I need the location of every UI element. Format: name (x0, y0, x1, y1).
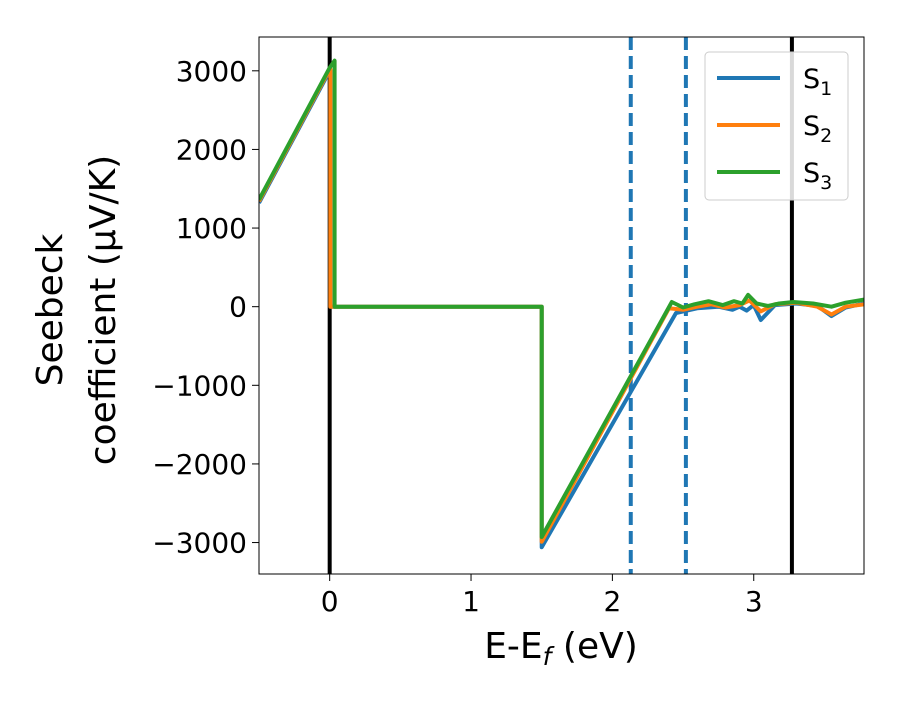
x-tick-label: 0 (321, 585, 339, 618)
legend: S1 S2 S3 (704, 51, 849, 201)
legend-label-3: S3 (803, 158, 832, 194)
y-axis-label: Seebeck coefficient (μV/K) (30, 155, 124, 465)
y-tick-label: 3000 (176, 55, 247, 88)
y-tick-label: 1000 (176, 212, 247, 245)
legend-label-1: S1 (803, 64, 832, 100)
y-axis-ticks: −3000 −2000 −1000 0 1000 2000 3000 (152, 55, 259, 560)
plot-frame (258, 36, 865, 575)
series-group (259, 58, 864, 550)
y-tick-label: −3000 (152, 527, 247, 560)
y-tick-label: 0 (229, 291, 247, 324)
y-tick-label: −1000 (152, 369, 247, 402)
y-tick-label: 2000 (176, 133, 247, 166)
x-tick-label: 1 (462, 585, 480, 618)
x-axis-label: E-Ef (eV) (484, 626, 638, 671)
series-line-3 (259, 58, 864, 539)
y-tick-label: −2000 (152, 448, 247, 481)
legend-label-2: S2 (803, 111, 832, 147)
y-axis-label-line2: coefficient (μV/K) (83, 155, 124, 465)
x-tick-label: 3 (745, 585, 763, 618)
y-axis-label-line1: Seebeck (30, 233, 71, 386)
x-axis-ticks: 0 1 2 3 (321, 574, 763, 618)
x-tick-label: 2 (603, 585, 621, 618)
